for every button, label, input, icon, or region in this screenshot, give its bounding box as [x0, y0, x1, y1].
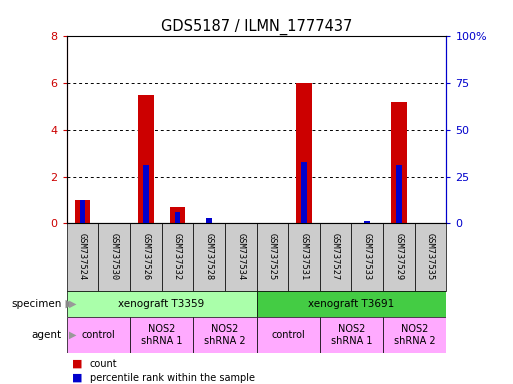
Bar [67, 291, 256, 317]
Bar [256, 291, 446, 317]
Bar [320, 223, 351, 291]
Text: GDS5187 / ILMN_1777437: GDS5187 / ILMN_1777437 [161, 18, 352, 35]
Bar [74, 200, 90, 223]
Text: GSM737529: GSM737529 [394, 233, 403, 281]
Bar [301, 162, 307, 223]
Text: percentile rank within the sample: percentile rank within the sample [90, 373, 255, 383]
Text: specimen: specimen [11, 299, 62, 309]
Text: GSM737533: GSM737533 [363, 233, 372, 281]
Text: GSM737526: GSM737526 [141, 233, 150, 281]
Bar [162, 223, 193, 291]
Bar [138, 95, 154, 223]
Text: GSM737525: GSM737525 [268, 233, 277, 281]
Text: GSM737535: GSM737535 [426, 233, 435, 281]
Text: GSM737528: GSM737528 [205, 233, 213, 281]
Text: control: control [271, 330, 305, 340]
Text: NOS2
shRNA 1: NOS2 shRNA 1 [331, 324, 372, 346]
Text: ■: ■ [72, 373, 82, 383]
Bar [193, 223, 225, 291]
Bar [351, 223, 383, 291]
Text: xenograft T3691: xenograft T3691 [308, 299, 394, 309]
Text: agent: agent [31, 330, 62, 340]
Bar [296, 83, 312, 223]
Text: NOS2
shRNA 2: NOS2 shRNA 2 [204, 324, 246, 346]
Bar [67, 317, 130, 353]
Text: GSM737534: GSM737534 [236, 233, 245, 281]
Bar [169, 207, 185, 223]
Bar [256, 223, 288, 291]
Text: GSM737527: GSM737527 [331, 233, 340, 281]
Text: ▶: ▶ [62, 299, 73, 309]
Bar [143, 165, 149, 223]
Bar [98, 223, 130, 291]
Bar [320, 317, 383, 353]
Bar [256, 317, 320, 353]
Bar [383, 317, 446, 353]
Text: ■: ■ [72, 359, 82, 369]
Bar [364, 221, 370, 223]
Text: xenograft T3359: xenograft T3359 [119, 299, 205, 309]
Bar [383, 223, 415, 291]
Bar [67, 223, 98, 291]
Text: ▶: ▶ [69, 299, 77, 309]
Bar [396, 165, 402, 223]
Bar [193, 317, 256, 353]
Bar [415, 223, 446, 291]
Bar [225, 223, 256, 291]
Bar [130, 317, 193, 353]
Bar [130, 223, 162, 291]
Bar [391, 102, 407, 223]
Text: GSM737532: GSM737532 [173, 233, 182, 281]
Text: NOS2
shRNA 2: NOS2 shRNA 2 [394, 324, 436, 346]
Bar [206, 218, 212, 223]
Text: control: control [82, 330, 115, 340]
Text: ▶: ▶ [69, 330, 77, 340]
Bar [80, 200, 85, 223]
Text: GSM737524: GSM737524 [78, 233, 87, 281]
Text: GSM737530: GSM737530 [110, 233, 119, 281]
Bar [288, 223, 320, 291]
Text: count: count [90, 359, 117, 369]
Text: NOS2
shRNA 1: NOS2 shRNA 1 [141, 324, 182, 346]
Bar [174, 212, 180, 223]
Text: GSM737531: GSM737531 [300, 233, 308, 281]
